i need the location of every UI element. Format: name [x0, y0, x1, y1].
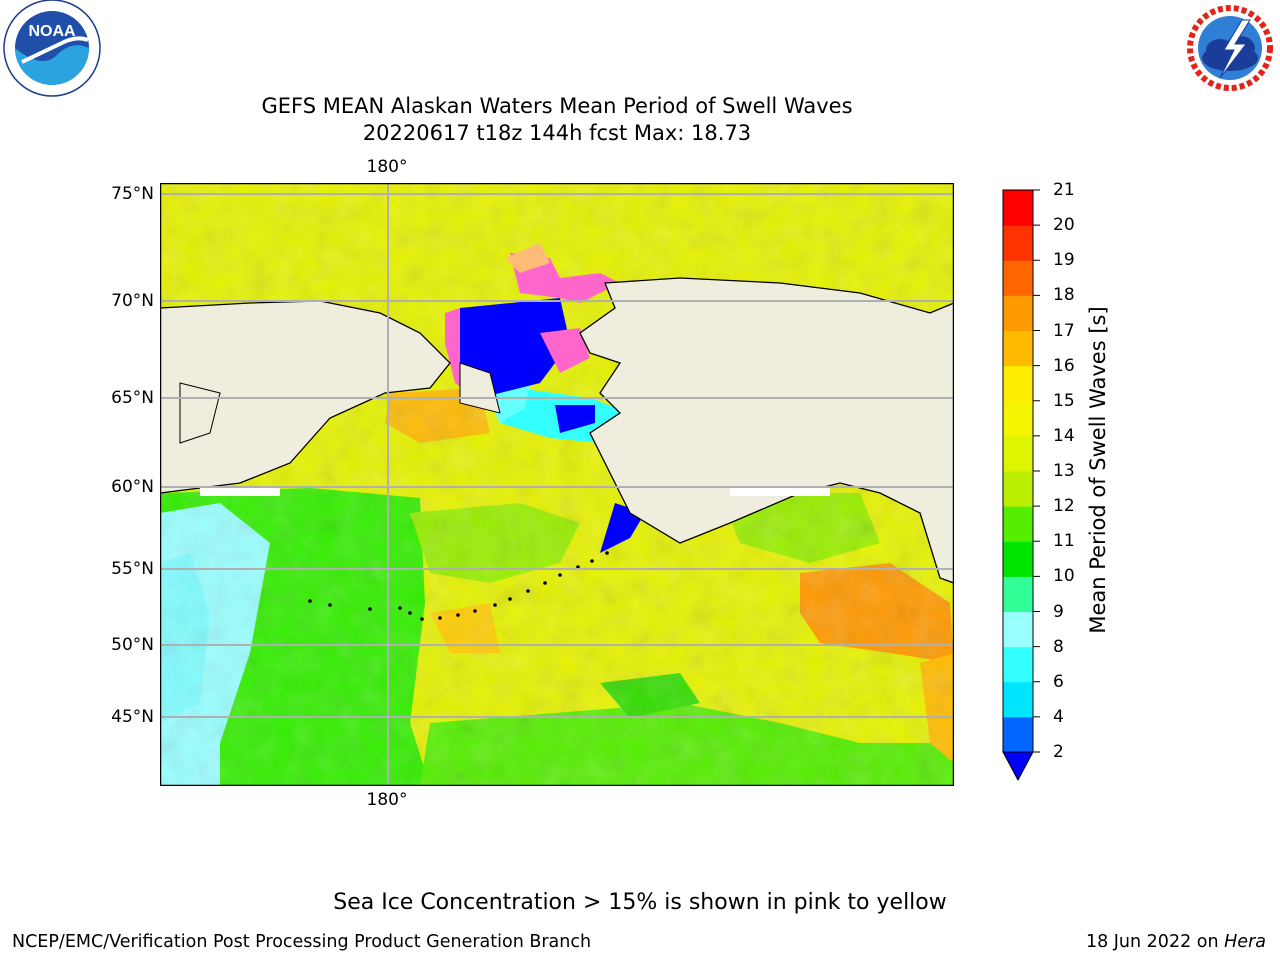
colorbar-segment	[1003, 576, 1033, 612]
lat-label-65: 65°N	[111, 388, 154, 408]
colorbar-segment	[1003, 435, 1033, 472]
blue-region-norton	[555, 405, 595, 433]
aleutian-islands	[308, 551, 609, 621]
colorbar-segment	[1003, 716, 1033, 753]
ice-caption: Sea Ice Concentration > 15% is shown in …	[333, 890, 947, 915]
lat-label-60: 60°N	[111, 477, 154, 497]
lat-label-50: 50°N	[111, 635, 154, 655]
no-data-siberia	[200, 488, 280, 496]
footer-date: 18 Jun 2022 on Hera	[1086, 932, 1266, 952]
ice-edge-east	[540, 328, 590, 373]
ice-edge-yellow-north	[505, 243, 550, 273]
footer-credit: NCEP/EMC/Verification Post Processing Pr…	[12, 932, 592, 952]
lat-label-45: 45°N	[111, 707, 154, 727]
lat-label-75: 75°N	[111, 184, 154, 204]
colorbar-under-triangle	[1002, 751, 1034, 782]
colorbar-tick-label: 18	[1053, 285, 1075, 306]
colorbar-segment	[1003, 260, 1033, 296]
colorbar-segment	[1003, 400, 1033, 437]
land-alaska	[579, 277, 955, 584]
graticule	[160, 183, 954, 786]
map-frame	[159, 182, 955, 787]
nws-logo	[1180, 0, 1280, 100]
colorbar-segment	[1003, 471, 1033, 507]
colorbar-segment	[1003, 225, 1033, 261]
map-panel	[159, 182, 955, 787]
colorbar-segment	[1003, 646, 1033, 683]
ice-edge-west	[445, 308, 490, 408]
colorbar-tick-label: 21	[1053, 180, 1075, 200]
colorbar-segment	[1003, 541, 1033, 577]
footer-date-text: 18 Jun 2022 on	[1085, 932, 1225, 952]
colorbar-segment	[1003, 681, 1033, 718]
swell-period-map	[159, 182, 955, 787]
footer-host: Hera	[1224, 932, 1266, 952]
colorbar-tick-label: 19	[1053, 250, 1075, 271]
colorbar-tick-label: 15	[1053, 390, 1075, 411]
colorbar-segment	[1003, 365, 1033, 402]
colorbar-segment	[1003, 506, 1033, 542]
colorbar-tick-label: 4	[1053, 706, 1064, 727]
colorbar-segment	[1003, 295, 1033, 331]
lat-label-70: 70°N	[111, 291, 154, 311]
no-data-gulf	[730, 488, 830, 496]
colorbar-tick-label: 11	[1053, 531, 1075, 552]
noaa-logo-text: NOAA	[28, 23, 76, 40]
colorbar-tick-label: 10	[1053, 566, 1075, 587]
chart-title-line1: GEFS MEAN Alaskan Waters Mean Period of …	[261, 94, 853, 118]
colorbar-tick-label: 12	[1053, 496, 1075, 517]
colorbar-segment	[1003, 330, 1033, 367]
lon-label-top: 180°	[366, 157, 408, 177]
lon-label-bottom: 180°	[366, 790, 408, 810]
colorbar	[1000, 188, 1040, 788]
colorbar-tick-label: 14	[1053, 425, 1075, 446]
land-chukotka-tip	[459, 362, 501, 414]
colorbar-svg	[1002, 189, 1040, 782]
colorbar-tick-label: 2	[1053, 742, 1064, 762]
colorbar-tick-label: 6	[1053, 671, 1064, 692]
colorbar-tick-label: 9	[1053, 601, 1064, 622]
colorbar-tick-label: 16	[1053, 355, 1075, 376]
colorbar-tick-label: 8	[1053, 636, 1064, 657]
lat-label-55: 55°N	[111, 559, 154, 579]
colorbar-tick-label: 13	[1053, 461, 1075, 481]
noaa-logo: NOAA	[2, 0, 102, 100]
chart-title-line2: 20220617 t18z 144h fcst Max: 18.73	[362, 121, 752, 145]
colorbar-segment	[1003, 611, 1033, 648]
colorbar-segment	[1003, 190, 1033, 226]
colorbar-tick-label: 17	[1053, 320, 1075, 341]
colorbar-tick-label: 20	[1053, 215, 1075, 236]
colorbar-title: Mean Period of Swell Waves [s]	[1086, 306, 1110, 634]
